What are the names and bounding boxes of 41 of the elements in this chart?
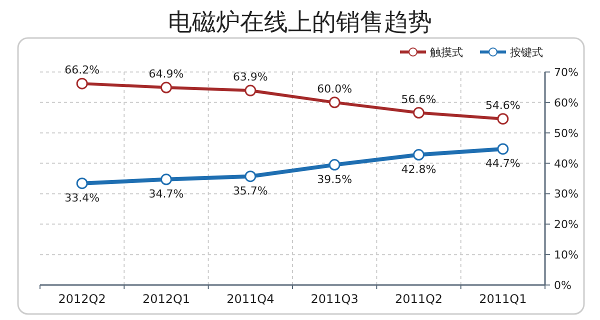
data-label: 54.6% [485, 98, 520, 112]
x-tick-label: 2011Q2 [394, 292, 443, 306]
point [244, 170, 256, 182]
x-tick-label: 2011Q1 [479, 292, 527, 306]
point [328, 159, 340, 171]
point [244, 84, 256, 96]
x-tick-label: 2011Q3 [310, 292, 358, 306]
data-label: 35.7% [232, 184, 268, 198]
x-tick-label: 2011Q4 [226, 292, 274, 306]
point [413, 149, 424, 161]
data-label: 60.0% [317, 82, 352, 96]
y-tick-label: 50% [554, 126, 578, 140]
y-tick-label: 30% [554, 188, 578, 201]
point [328, 96, 340, 108]
point [76, 178, 88, 190]
point [497, 113, 509, 125]
data-label: 56.6% [401, 92, 436, 106]
data-label: 66.2% [64, 64, 100, 77]
y-tick-label: 40% [554, 157, 578, 170]
chart-title: 电磁炉在线上的销售趋势 [168, 8, 432, 36]
data-label: 42.8% [401, 162, 436, 176]
point [497, 143, 509, 155]
y-tick-label: 10% [554, 248, 578, 262]
y-tick-label: 20% [554, 218, 578, 232]
x-tick-label: 2012Q2 [58, 292, 106, 306]
point [160, 174, 172, 186]
y-tick-label: 0% [554, 279, 572, 292]
point [160, 82, 172, 94]
data-label: 44.7% [485, 156, 520, 170]
legend-label: 按键式 [510, 46, 543, 59]
data-label: 63.9% [232, 70, 268, 84]
data-label: 34.7% [148, 187, 184, 200]
data-label: 64.9% [148, 68, 184, 81]
point [76, 78, 88, 90]
y-tick-label: 60% [554, 96, 578, 110]
x-tick-label: 2012Q1 [142, 292, 190, 306]
data-label: 33.4% [64, 191, 100, 204]
y-tick-label: 70% [554, 66, 578, 79]
point [413, 107, 424, 119]
data-label: 39.5% [317, 172, 352, 186]
legend-label: 触摸式 [430, 46, 463, 59]
